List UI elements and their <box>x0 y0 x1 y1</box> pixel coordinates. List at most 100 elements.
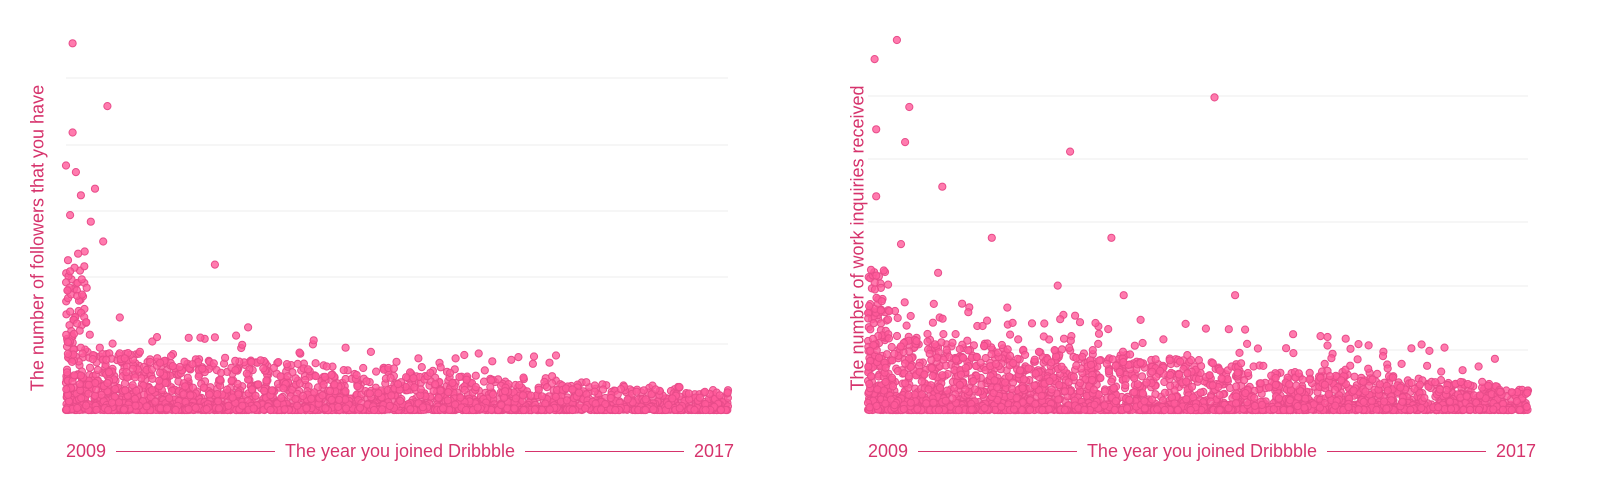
data-point <box>86 217 95 226</box>
data-point <box>175 362 184 372</box>
data-point <box>68 39 77 48</box>
data-point <box>473 403 482 412</box>
data-point <box>551 351 561 360</box>
data-point <box>102 355 111 364</box>
data-point <box>675 404 684 413</box>
data-point <box>884 280 893 289</box>
data-point <box>497 401 506 410</box>
data-point <box>254 380 263 389</box>
data-point <box>386 373 395 382</box>
data-point <box>417 363 426 372</box>
data-point <box>191 403 200 412</box>
data-point <box>62 405 71 414</box>
data-point <box>551 392 560 401</box>
data-point <box>302 404 311 413</box>
data-point <box>370 405 379 415</box>
data-point <box>80 262 89 271</box>
data-point <box>95 343 104 352</box>
data-point <box>242 369 251 378</box>
data-point <box>581 404 590 413</box>
data-point <box>73 403 82 413</box>
data-point <box>135 347 144 356</box>
data-point <box>374 389 383 398</box>
data-point <box>632 387 641 396</box>
data-point <box>82 318 91 327</box>
data-point <box>930 340 940 349</box>
data-point <box>90 184 100 193</box>
data-point <box>66 267 75 276</box>
data-point <box>976 358 985 367</box>
data-point <box>111 384 120 394</box>
data-point <box>641 395 650 404</box>
data-point <box>695 393 705 402</box>
data-point <box>443 396 452 405</box>
data-point <box>701 405 710 415</box>
data-point <box>63 286 72 295</box>
data-point <box>156 358 165 367</box>
data-point <box>251 391 260 400</box>
x-axis-line <box>116 450 275 452</box>
data-point <box>870 278 879 287</box>
data-point <box>879 266 888 275</box>
data-point <box>480 366 489 375</box>
data-point <box>146 357 155 367</box>
data-point <box>82 283 91 292</box>
x-axis-start-label: 2009 <box>66 440 107 461</box>
x-axis-line <box>525 450 684 452</box>
data-point <box>155 376 164 385</box>
data-point <box>1215 391 1224 400</box>
data-point <box>132 386 141 395</box>
data-point <box>75 380 84 389</box>
data-point <box>406 405 415 414</box>
data-point <box>77 394 86 403</box>
data-point <box>131 401 140 410</box>
data-point <box>1034 347 1044 356</box>
data-point <box>327 370 336 380</box>
data-point <box>152 333 162 342</box>
data-point <box>353 382 362 391</box>
data-point <box>108 339 117 348</box>
data-point <box>282 360 291 369</box>
data-point <box>231 356 240 365</box>
work-inquiries-scatter-plot <box>863 35 1533 415</box>
data-point <box>534 385 543 394</box>
data-point <box>528 359 538 368</box>
data-point <box>488 390 498 399</box>
data-point <box>130 394 140 403</box>
data-point <box>359 363 368 373</box>
data-point <box>1064 378 1073 387</box>
data-point <box>488 357 497 366</box>
data-point <box>210 260 219 269</box>
data-point <box>393 380 403 389</box>
data-point <box>1130 388 1139 397</box>
data-point <box>221 353 230 362</box>
data-point <box>280 405 289 414</box>
data-point <box>418 403 427 412</box>
data-point <box>99 237 108 246</box>
data-point <box>723 388 732 397</box>
data-point <box>213 390 222 399</box>
data-point <box>277 394 286 403</box>
data-point <box>486 376 496 385</box>
data-point <box>641 405 650 415</box>
data-point <box>1121 381 1130 390</box>
data-point <box>501 387 510 396</box>
data-point <box>304 365 313 374</box>
data-point <box>66 211 75 220</box>
data-point <box>68 357 77 366</box>
data-point <box>362 377 371 386</box>
data-point <box>107 398 117 407</box>
data-point <box>474 349 483 358</box>
data-point <box>171 405 180 415</box>
data-point <box>298 391 307 401</box>
data-point <box>431 380 440 389</box>
data-point <box>199 383 208 392</box>
data-point <box>318 391 327 400</box>
data-point <box>266 405 275 415</box>
data-point <box>269 363 278 373</box>
data-point <box>451 400 460 409</box>
data-point <box>309 336 318 345</box>
data-point <box>311 372 320 381</box>
data-point <box>319 380 328 389</box>
data-point <box>1361 387 1370 396</box>
